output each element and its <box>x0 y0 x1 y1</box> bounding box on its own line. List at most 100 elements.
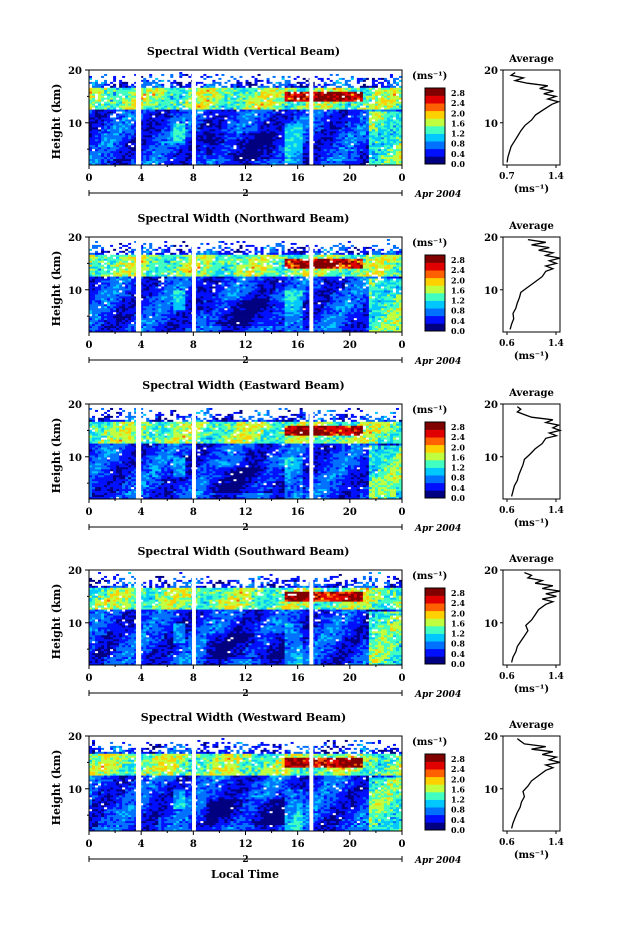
heatmap-field <box>89 70 402 165</box>
date-label: Apr 2004 <box>414 690 461 700</box>
panel-title: Spectral Width (Vertical Beam) <box>147 45 340 58</box>
colorbar-swatch <box>425 799 445 808</box>
x-tick-label: 0 <box>399 340 406 351</box>
colorbar-swatch <box>425 277 445 286</box>
date-label: Apr 2004 <box>414 190 461 200</box>
colorbar-swatch <box>425 595 445 604</box>
colorbar-tick-label: 1.2 <box>451 463 465 473</box>
colorbar-swatch <box>425 648 445 657</box>
colorbar-tick-label: 2.0 <box>451 442 465 452</box>
colorbar-swatch <box>425 323 445 332</box>
data-gap <box>309 736 314 831</box>
colorbar-tick-label: 2.4 <box>451 764 465 774</box>
colorbar-swatch <box>425 822 445 831</box>
colorbar-swatch <box>425 769 445 778</box>
average-frame <box>502 69 561 166</box>
average-unit: (ms⁻¹) <box>514 351 549 362</box>
colorbar-swatch <box>425 110 445 119</box>
colorbar-tick-label: 2.8 <box>451 754 465 764</box>
average-title: Average <box>508 221 554 232</box>
day-label: 2 <box>242 356 248 366</box>
colorbar-swatch <box>425 618 445 627</box>
x-tick-label: 20 <box>343 173 357 184</box>
average-y-tick-label: 10 <box>484 119 498 130</box>
y-tick-label: 10 <box>68 119 82 130</box>
x-tick-label: 16 <box>291 839 305 850</box>
colorbar-tick-label: 0.0 <box>451 159 465 169</box>
colorbar-swatch <box>425 761 445 770</box>
data-gap <box>192 736 196 831</box>
x-tick-label: 12 <box>239 839 253 850</box>
panel-5: Spectral Width (Westward Beam)1020Height… <box>50 711 564 866</box>
colorbar-unit: (ms⁻¹) <box>412 405 447 416</box>
colorbar-unit: (ms⁻¹) <box>412 737 447 748</box>
average-frame <box>502 236 561 333</box>
x-tick-label: 4 <box>138 173 145 184</box>
data-gap <box>135 570 142 665</box>
x-tick-label: 4 <box>138 340 145 351</box>
panel-title: Spectral Width (Northward Beam) <box>138 212 350 225</box>
y-tick-label: 20 <box>68 732 82 743</box>
colorbar-swatch <box>425 475 445 484</box>
x-tick-label: 0 <box>86 340 93 351</box>
average-unit: (ms⁻¹) <box>514 850 549 861</box>
colorbar-swatch <box>425 429 445 438</box>
colorbar-swatch <box>425 626 445 634</box>
colorbar-swatch <box>425 603 445 612</box>
colorbar-swatch <box>425 776 445 785</box>
data-gap <box>309 404 314 499</box>
colorbar-swatch <box>425 467 445 476</box>
x-tick-label: 8 <box>190 839 197 850</box>
x-tick-label: 12 <box>239 173 253 184</box>
x-tick-label: 0 <box>86 839 93 850</box>
colorbar-tick-label: 2.4 <box>451 265 465 275</box>
x-tick-label: 20 <box>343 340 357 351</box>
average-y-tick-label: 10 <box>484 453 498 464</box>
data-gap <box>309 237 314 332</box>
average-x-tick-label: 1.4 <box>548 506 564 516</box>
x-tick-label: 0 <box>86 507 93 518</box>
colorbar-frame <box>424 753 446 831</box>
colorbar-swatch <box>425 754 445 762</box>
average-y-tick-label: 20 <box>484 566 498 577</box>
x-tick-label: 0 <box>399 173 406 184</box>
colorbar-tick-label: 1.2 <box>451 795 465 805</box>
colorbar-swatch <box>425 95 445 104</box>
heatmap-field <box>89 404 402 499</box>
colorbar-tick-label: 1.6 <box>451 618 465 628</box>
colorbar-frame <box>424 87 446 165</box>
x-tick-label: 0 <box>86 173 93 184</box>
average-x-tick-label: 0.6 <box>499 838 515 848</box>
colorbar-swatch <box>425 118 445 127</box>
average-frame <box>502 403 561 500</box>
colorbar-tick-label: 0.0 <box>451 493 465 503</box>
x-tick-label: 8 <box>190 673 197 684</box>
average-profile-line <box>509 238 561 330</box>
panel-title: Spectral Width (Southward Beam) <box>137 545 349 558</box>
heatmap-field <box>89 736 402 831</box>
x-tick-label: 12 <box>239 507 253 518</box>
x-tick-label: 12 <box>239 673 253 684</box>
x-tick-label: 8 <box>190 173 197 184</box>
y-axis-title: Height (km) <box>50 584 63 660</box>
x-tick-label: 16 <box>291 673 305 684</box>
average-title: Average <box>508 54 554 65</box>
colorbar-swatch <box>425 148 445 157</box>
y-tick-label: 20 <box>68 400 82 411</box>
colorbar-tick-label: 2.0 <box>451 108 465 118</box>
x-tick-label: 0 <box>399 507 406 518</box>
y-axis-title: Height (km) <box>50 750 63 826</box>
colorbar-swatch <box>425 490 445 499</box>
day-label: 2 <box>242 189 248 199</box>
colorbar-swatch <box>425 792 445 800</box>
x-tick-label: 4 <box>138 839 145 850</box>
colorbar-swatch <box>425 285 445 294</box>
average-frame <box>502 569 561 666</box>
panel-title: Spectral Width (Westward Beam) <box>141 711 346 724</box>
colorbar-swatch <box>425 300 445 309</box>
day-label: 2 <box>242 689 248 699</box>
x-axis-title: Local Time <box>211 868 279 881</box>
average-y-tick-label: 20 <box>484 400 498 411</box>
colorbar-swatch <box>425 656 445 665</box>
colorbar-swatch <box>425 422 445 430</box>
